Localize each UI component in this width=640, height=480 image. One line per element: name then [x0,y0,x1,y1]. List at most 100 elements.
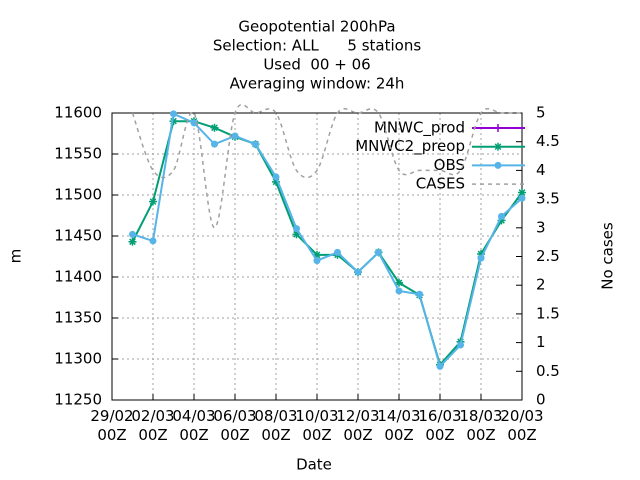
x-tick-label: 04/03 00Z [172,407,216,444]
point-marker [293,225,300,233]
point [436,362,444,370]
x-tick-label: 20/03 00Z [500,407,544,444]
y-tick-label: 11500 [54,186,102,204]
x-tick-label: 10/03 00Z [295,407,339,444]
y-tick-label: 11250 [54,391,102,409]
point [210,123,219,132]
point [313,257,321,265]
y-tick-label: 11550 [54,145,102,163]
y-axis-label: m [7,249,25,264]
point [149,237,157,245]
x-tick-label: 18/03 00Z [459,407,503,444]
y2-tick-label: 5 [536,104,546,122]
point [457,341,464,349]
legend-marker [494,142,502,151]
x-tick-label: 02/03 00Z [131,407,175,444]
point [231,132,239,140]
point [416,290,423,298]
point-marker [149,198,157,205]
y2-tick-label: 3.5 [536,190,560,208]
point [375,248,382,256]
point-marker [375,248,382,256]
x-tick-label: 12/03 00Z [336,407,380,444]
point-marker [190,119,198,127]
point-marker [211,124,218,132]
y2-tick-label: 1.5 [536,304,560,322]
point [211,140,218,148]
series-line [131,103,522,229]
y-tick-label: 11300 [54,350,102,368]
legend-label: MNWC2_preop [355,137,465,156]
point-marker [518,189,526,196]
point [334,248,341,256]
legend-label: OBS [434,156,465,174]
point [477,254,485,262]
y2-tick-label: 0 [536,391,546,409]
point [190,119,198,127]
point [128,237,137,246]
x-axis-label: Date [296,456,332,474]
point-marker [149,237,157,245]
point-marker [211,140,218,148]
point [395,287,403,295]
y-tick-label: 11350 [54,309,102,327]
x-tick-label: 16/03 00Z [418,407,462,444]
point-marker [457,341,464,349]
y2-tick-label: 3 [536,218,546,236]
point-marker [436,362,444,370]
legend-label: CASES [416,175,465,193]
chart-title: Geopotential 200hPa [238,18,395,36]
y2-tick-label: 4.5 [536,132,560,150]
point [272,173,280,181]
chart-title: Used 00 + 06 [263,56,370,74]
y2-tick-label: 0.5 [536,362,560,380]
legend-marker [494,142,502,151]
chart-title: Averaging window: 24h [230,75,405,93]
point [354,268,362,276]
point [170,110,177,118]
point-marker [252,140,259,148]
point-marker [272,173,280,181]
point [518,194,526,202]
y2-axis-label: No cases [599,222,617,290]
y-tick-label: 11400 [54,268,102,286]
y-tick-label: 11450 [54,227,102,245]
point-marker [395,287,403,295]
point-marker [395,279,403,287]
point-marker [494,124,502,132]
x-tick-label: 14/03 00Z [377,407,421,444]
y2-tick-label: 4 [536,161,546,179]
legend-label: MNWC_prod [374,119,465,138]
point [252,140,259,148]
y-tick-label: 11600 [54,104,102,122]
plot-frame [111,112,523,401]
legend-marker [494,161,502,169]
point [129,230,136,238]
legend-marker [494,124,502,132]
point [498,212,505,220]
point-marker [354,268,362,276]
point-marker [494,143,502,151]
point-marker [313,257,321,265]
x-tick-label: 08/03 00Z [254,407,298,444]
x-tick-label: 29/02 00Z [90,407,134,444]
y2-tick-label: 2 [536,276,546,294]
point-marker [129,238,136,246]
point-marker [498,212,505,220]
point [149,197,157,206]
point-marker [518,194,526,202]
chart-title: Selection: ALL 5 stations [213,37,421,55]
point-marker [494,161,502,169]
point-marker [170,110,177,118]
point-marker [334,248,341,256]
legend-marker [494,161,502,169]
series-line [132,112,523,369]
y2-tick-label: 2.5 [536,247,560,265]
point [293,225,300,233]
legend-marker [494,124,502,132]
point-marker [477,254,485,262]
point [395,278,403,287]
y2-tick-label: 1 [536,333,546,351]
